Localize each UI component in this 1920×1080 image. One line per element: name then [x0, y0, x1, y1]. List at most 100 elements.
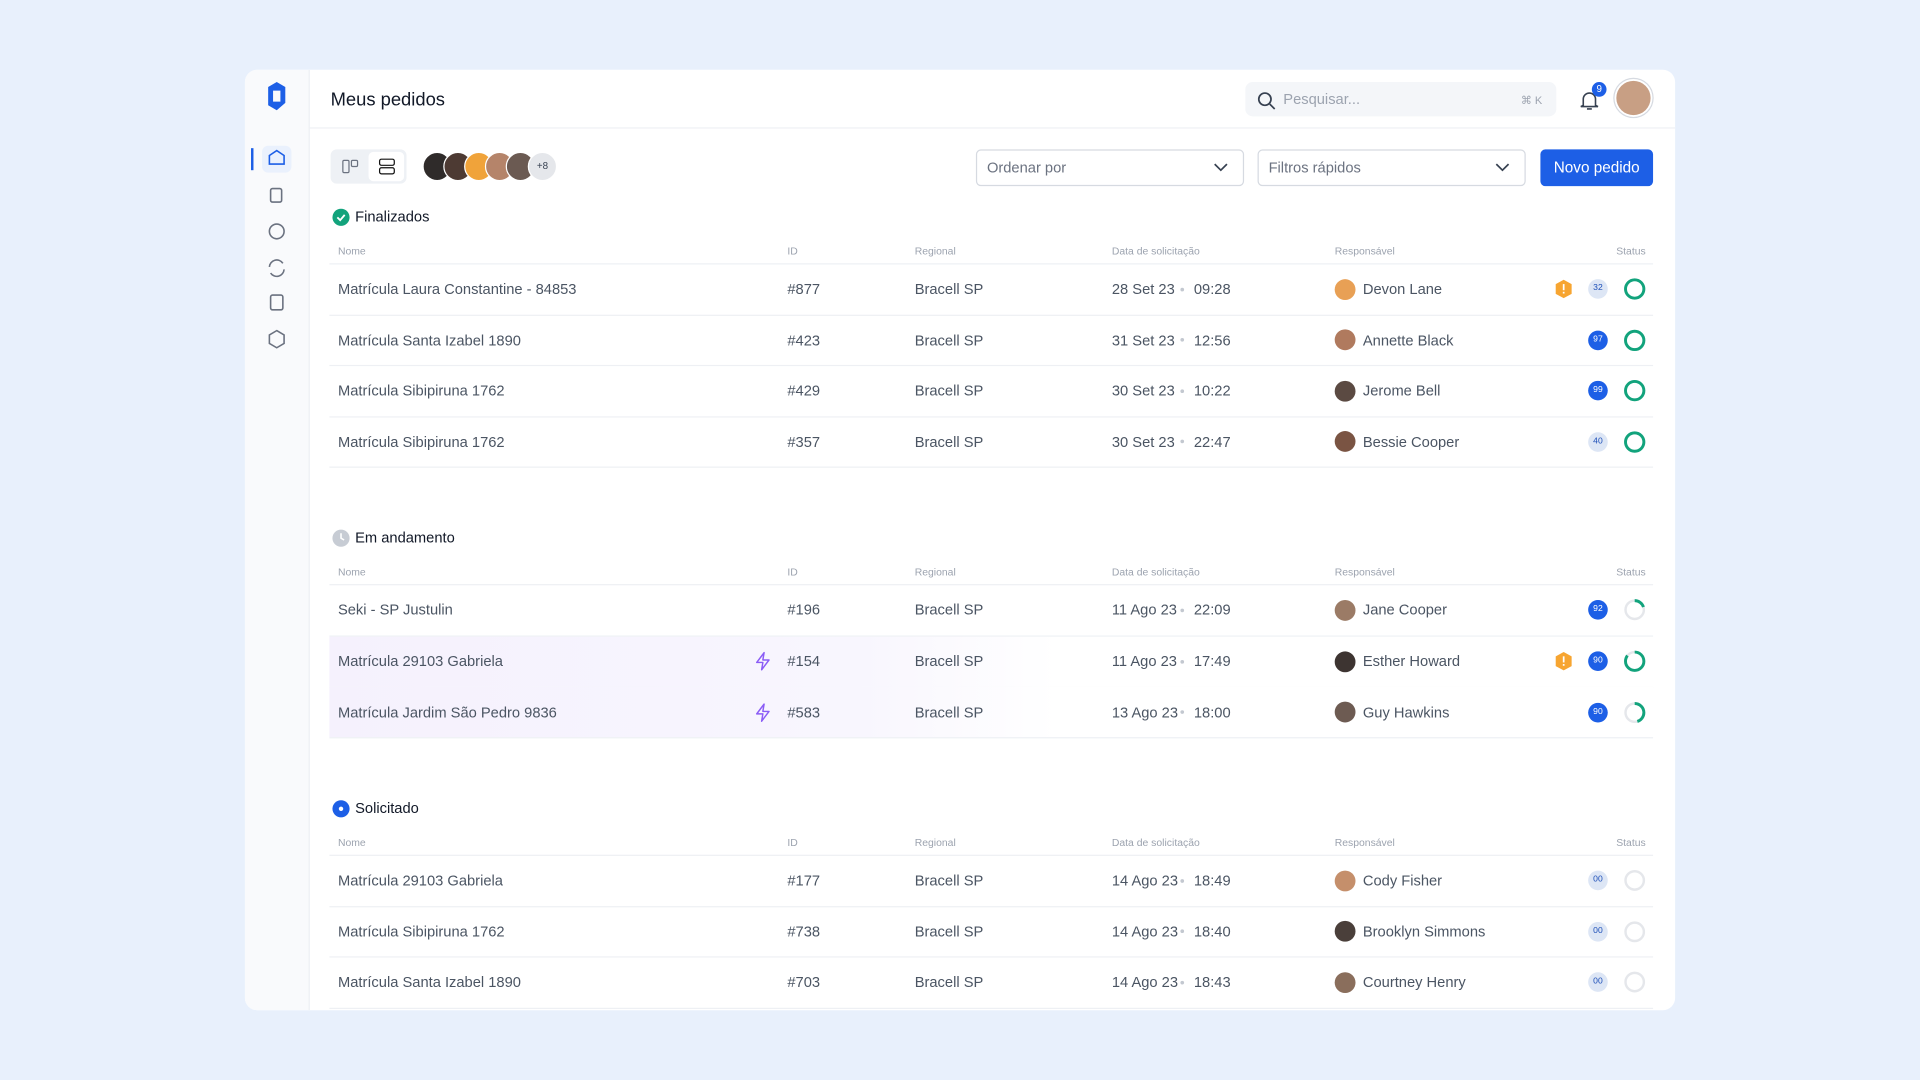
table-row[interactable]	[329, 264, 1654, 316]
view-list[interactable]	[368, 151, 405, 182]
status-ring	[1624, 650, 1646, 672]
responsible: Brooklyn Simmons	[1362, 923, 1486, 941]
request-time: 18:43	[1193, 973, 1231, 992]
date-dot	[1180, 608, 1185, 613]
request-date: 28 Set 23	[1111, 280, 1175, 298]
nav-settings[interactable]	[268, 329, 285, 349]
order-name: Matrícula 29103 Gabriela	[337, 872, 503, 890]
search-placeholder: Pesquisar...	[1283, 90, 1361, 108]
bolt	[756, 702, 770, 722]
request-time: 18:49	[1193, 872, 1231, 890]
request-date: 31 Set 23	[1111, 331, 1175, 349]
status-ring	[1624, 971, 1646, 994]
column-header: Regional	[914, 244, 956, 258]
ring-track	[1624, 870, 1646, 892]
sidebar-icons	[251, 82, 292, 349]
new-order-button[interactable]: Novo pedido	[1540, 149, 1654, 187]
responsible-avatar	[1334, 278, 1356, 300]
responsible: Courtney Henry	[1362, 973, 1466, 992]
sidebar	[244, 69, 310, 1011]
sort-label: Ordenar por	[986, 159, 1067, 177]
divider	[329, 854, 1654, 857]
responsible-avatar	[1334, 329, 1356, 351]
responsible-avatar	[1334, 701, 1356, 723]
regional: Bracell SP	[914, 280, 984, 298]
table-row[interactable]	[329, 585, 1654, 637]
table-row[interactable]	[329, 856, 1654, 907]
order-id: #196	[787, 601, 821, 619]
status-ring	[1624, 599, 1646, 621]
order-name: Matrícula Laura Constantine - 84853	[337, 280, 577, 298]
column-header: Data de solicitação	[1111, 566, 1200, 579]
count-badge: 00	[1588, 870, 1608, 891]
request-date: 13 Ago 23	[1111, 703, 1179, 721]
request-time: 22:09	[1193, 601, 1231, 619]
ring-track	[1624, 921, 1646, 942]
column-header: Regional	[914, 836, 956, 849]
view-list-icon	[378, 158, 395, 175]
mark	[1562, 664, 1565, 666]
responsible: Jane Cooper	[1362, 601, 1448, 619]
regional: Bracell SP	[914, 923, 984, 941]
status-ring	[1624, 701, 1646, 723]
column-header: ID	[787, 244, 798, 258]
search-shortcut: ⌘ K	[1520, 94, 1543, 107]
table-row[interactable]	[329, 417, 1654, 469]
order-id: #738	[787, 923, 821, 941]
header-divider	[308, 127, 1676, 129]
nav-clipboard[interactable]	[269, 294, 284, 311]
column-header: Status	[1616, 836, 1646, 849]
row-highlight	[329, 687, 1654, 738]
order-name: Matrícula Sibipiruna 1762	[337, 923, 505, 941]
responsible-avatar	[1334, 599, 1356, 621]
responsible: Bessie Cooper	[1362, 433, 1460, 451]
date-dot	[1180, 710, 1185, 714]
bolt	[756, 651, 770, 671]
section-icon	[332, 208, 350, 226]
order-name: Matrícula 29103 Gabriela	[337, 652, 503, 670]
ring-progress	[1624, 650, 1646, 672]
sort-select[interactable]: Ordenar por	[975, 149, 1245, 187]
responsible: Devon Lane	[1362, 280, 1443, 298]
order-id: #177	[787, 872, 821, 890]
mark	[1562, 284, 1565, 291]
count-badge: 40	[1588, 431, 1608, 452]
filter-select[interactable]: Filtros rápidos	[1257, 149, 1526, 187]
responsible: Guy Hawkins	[1362, 703, 1450, 721]
table-row[interactable]	[329, 906, 1654, 958]
nav-sync[interactable]	[268, 259, 285, 278]
request-date: 14 Ago 23	[1111, 973, 1179, 992]
regional: Bracell SP	[914, 382, 984, 400]
request-date: 11 Ago 23	[1111, 601, 1177, 619]
nav-docs[interactable]	[269, 187, 283, 203]
table-row[interactable]	[329, 366, 1654, 418]
section-title: Solicitado	[355, 799, 419, 817]
table-row[interactable]	[329, 687, 1654, 739]
notification-count: 9	[1591, 82, 1607, 97]
table-row[interactable]	[329, 1008, 1653, 1010]
table-row[interactable]	[329, 957, 1654, 1009]
nav-alerts[interactable]	[268, 223, 285, 240]
count-badge: 00	[1588, 921, 1608, 942]
view-board[interactable]	[342, 158, 359, 175]
user-avatar[interactable]	[1616, 80, 1651, 116]
date-dot	[1180, 287, 1185, 291]
table-row[interactable]	[329, 636, 1654, 688]
filter-label: Filtros rápidos	[1268, 159, 1361, 177]
search[interactable]: Pesquisar... ⌘ K	[1245, 82, 1557, 117]
icon-part	[340, 533, 345, 542]
regional: Bracell SP	[914, 652, 984, 670]
regional: Bracell SP	[914, 703, 984, 721]
count-badge: 00	[1588, 972, 1608, 993]
bell[interactable]	[1578, 88, 1602, 112]
table-row[interactable]	[329, 315, 1654, 367]
team-avatars[interactable]: +8	[422, 151, 569, 182]
nav-home[interactable]	[268, 149, 285, 165]
warning-badge	[1555, 279, 1572, 299]
order-id: #357	[787, 433, 821, 451]
date-dot	[1180, 389, 1185, 393]
date-dot	[1180, 929, 1185, 934]
nav-active[interactable]	[262, 145, 292, 173]
